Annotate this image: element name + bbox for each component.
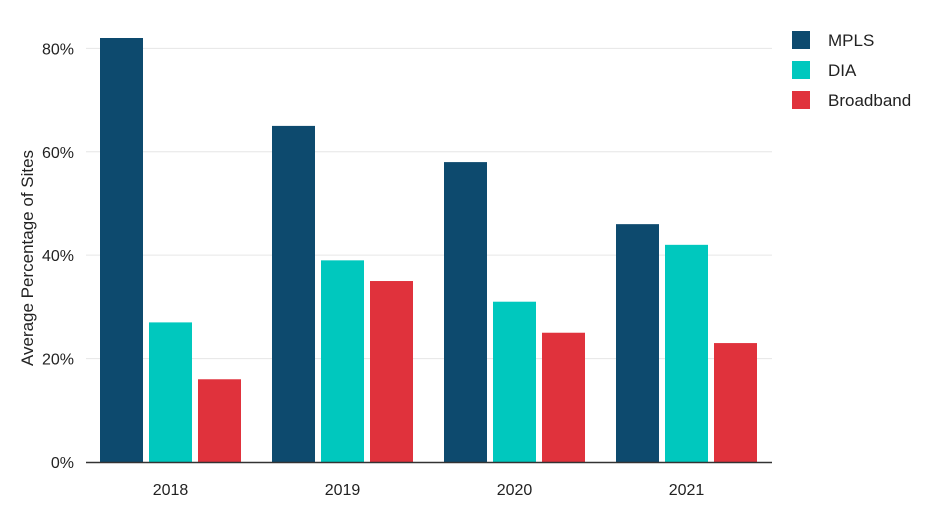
bar-broadband-2019 (370, 281, 413, 462)
bar-dia-2018 (149, 322, 192, 462)
legend-label-dia: DIA (828, 61, 857, 80)
legend-swatch-broadband (792, 91, 810, 109)
x-tick-label: 2020 (497, 482, 533, 499)
bar-mpls-2018 (100, 38, 143, 462)
legend-swatch-dia (792, 61, 810, 79)
bar-mpls-2019 (272, 125, 315, 462)
y-tick-label: 80% (42, 41, 74, 58)
bar-dia-2019 (321, 260, 364, 462)
y-axis-title: Average Percentage of Sites (18, 150, 37, 366)
y-tick-label: 40% (42, 248, 74, 265)
x-tick-label: 2019 (325, 482, 361, 499)
bar-mpls-2021 (616, 224, 659, 462)
legend-label-mpls: MPLS (828, 31, 874, 50)
bar-broadband-2020 (542, 332, 585, 462)
y-axis-ticks: 0% 20% 40% 60% 80% (42, 41, 74, 472)
legend: MPLS DIA Broadband (792, 31, 911, 110)
y-tick-label: 20% (42, 352, 74, 369)
bar-dia-2021 (665, 244, 708, 462)
legend-swatch-mpls (792, 31, 810, 49)
bar-mpls-2020 (444, 162, 487, 462)
bars (100, 38, 757, 462)
x-tick-label: 2018 (153, 482, 189, 499)
x-axis-ticks: 2018 2019 2020 2021 (153, 482, 705, 499)
bar-dia-2020 (493, 301, 536, 462)
bar-broadband-2021 (714, 343, 757, 462)
legend-label-broadband: Broadband (828, 91, 911, 110)
x-tick-label: 2021 (669, 482, 705, 499)
y-tick-label: 60% (42, 145, 74, 162)
bar-broadband-2018 (198, 379, 241, 462)
y-tick-label: 0% (51, 455, 74, 472)
